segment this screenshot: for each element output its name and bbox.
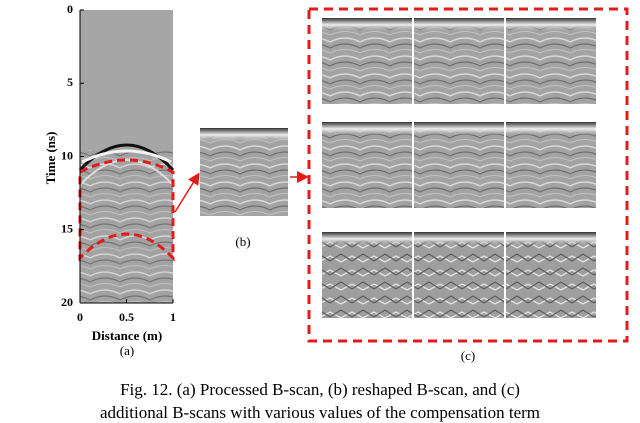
- group-box: [307, 7, 629, 343]
- figure-caption: Fig. 12. (a) Processed B-scan, (b) resha…: [120, 380, 520, 399]
- panel-b: (b): [200, 128, 288, 249]
- panel-a: Time (ns) Distance (m) (a) 0 5 10 15 20 0 0.5 1: [43, 2, 176, 358]
- y-tick-label: 15: [61, 222, 73, 236]
- y-tick-label: 0: [67, 2, 73, 16]
- bscan-topband: [506, 122, 596, 208]
- panel-c: (c): [307, 7, 629, 363]
- x-tick-label: 0: [77, 310, 83, 324]
- x-tick-label: 1: [170, 310, 176, 324]
- y-tick-label: 10: [61, 148, 73, 162]
- figure-caption: additional B-scans with various values o…: [100, 403, 540, 422]
- bscan-texture: [80, 150, 173, 303]
- y-tick-label: 20: [61, 295, 73, 309]
- y-axis-label: Time (ns): [43, 132, 58, 185]
- bscan-topband: [414, 122, 504, 208]
- bscan-topband: [506, 232, 596, 318]
- panel-caption: (a): [120, 343, 134, 358]
- x-tick-label: 0.5: [119, 310, 134, 324]
- bscan-topband: [322, 122, 412, 208]
- bscan-topband: [322, 232, 412, 318]
- x-axis-label: Distance (m): [92, 328, 162, 343]
- bscan-topband: [322, 18, 412, 104]
- roi-outline: [78, 158, 175, 262]
- arrow: [174, 172, 200, 213]
- bscan-topband: [414, 232, 504, 318]
- y-tick-label: 5: [67, 75, 73, 89]
- panel-caption: (c): [461, 348, 475, 363]
- bscan-topband: [506, 18, 596, 104]
- bscan-topband: [414, 18, 504, 104]
- panel-caption: (b): [235, 234, 250, 249]
